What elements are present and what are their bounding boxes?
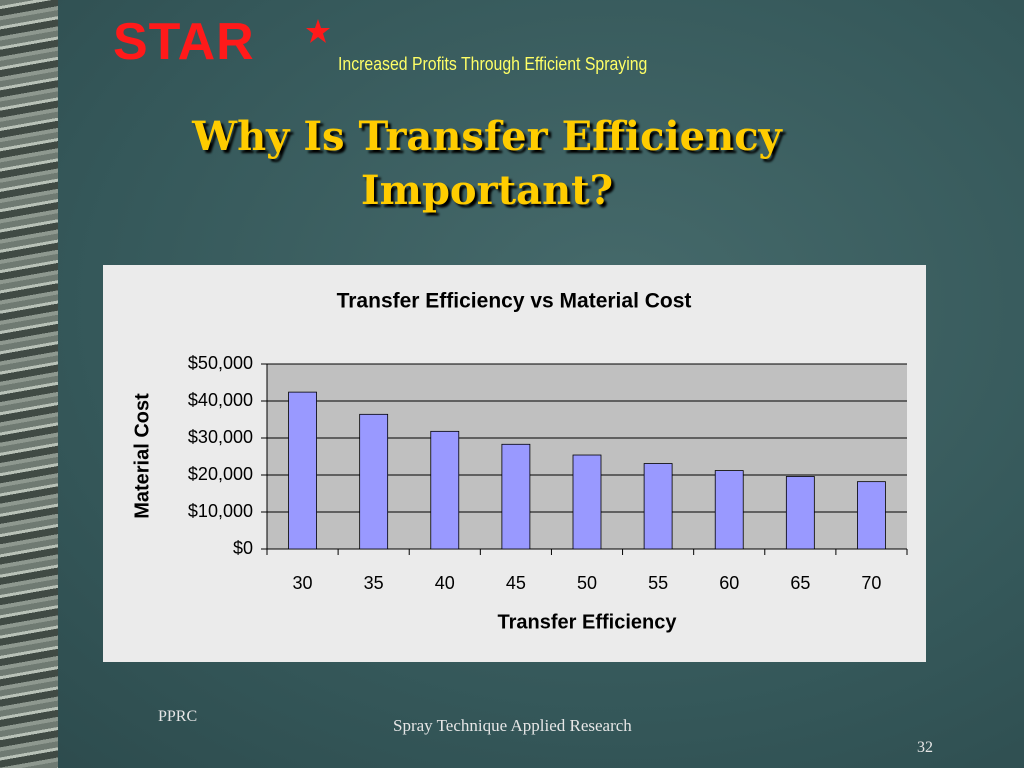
x-tick-label: 40 [435,573,455,593]
bar [288,391,317,550]
logo: STAR [113,13,255,71]
x-tick-label: 55 [648,573,668,593]
y-tick-label: $10,000 [188,501,253,521]
x-tick-label: 70 [861,573,881,593]
x-tick-label: 65 [790,573,810,593]
footer-center: Spray Technique Applied Research [393,716,632,735]
x-tick-label: 50 [577,573,597,593]
bar [857,481,886,550]
bar [572,454,602,550]
y-axis-label: Material Cost [131,393,153,519]
logo-star [306,19,330,43]
bar [785,476,815,550]
page-number: 32 [917,739,933,756]
bar [501,443,531,550]
x-tick-label: 45 [506,573,526,593]
tagline: Increased Profits Through Efficient Spra… [338,54,648,74]
bar [359,413,389,550]
slide-title: Why Is Transfer Efficiency Important? [192,113,782,214]
y-tick-label: $40,000 [188,390,253,410]
bar [430,430,460,550]
y-tick-label: $0 [233,538,253,558]
x-axis-label: Transfer Efficiency [498,611,678,633]
bar [643,463,673,550]
chart-title: Transfer Efficiency vs Material Cost [337,290,692,313]
side-strip [0,0,58,768]
x-tick-label: 60 [719,573,739,593]
y-tick-label: $20,000 [188,464,253,484]
x-tick-label: 35 [364,573,384,593]
bar [714,470,744,550]
footer-left: PPRC [158,708,198,725]
x-tick-label: 30 [293,573,313,593]
y-tick-label: $30,000 [188,427,253,447]
y-tick-label: $50,000 [188,353,253,373]
